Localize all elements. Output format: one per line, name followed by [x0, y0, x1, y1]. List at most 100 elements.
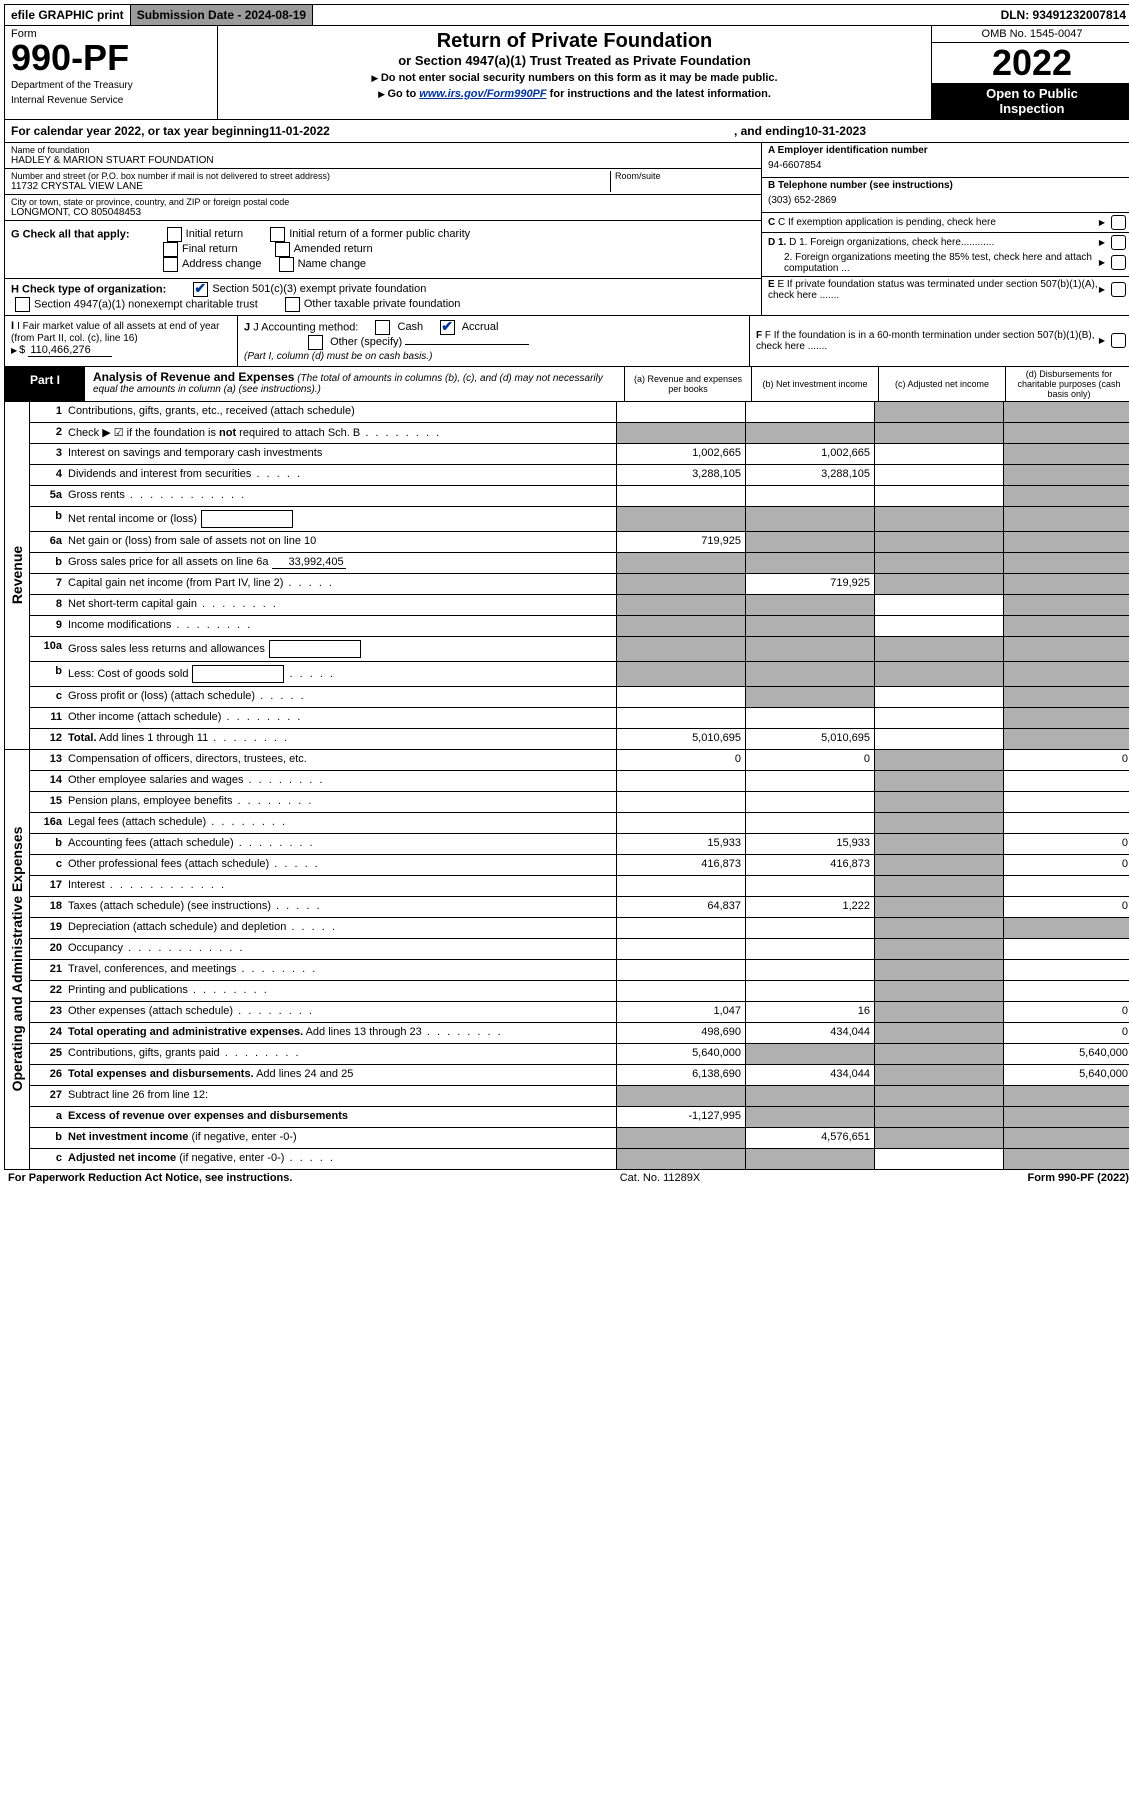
value-cell-d: 0: [1003, 834, 1129, 854]
checkbox-initial-former[interactable]: [270, 227, 285, 242]
line-description: Excess of revenue over expenses and disb…: [68, 1107, 616, 1127]
checkbox-c[interactable]: [1111, 215, 1126, 230]
value-cell-c: [874, 876, 1003, 896]
value-cell-c: [874, 939, 1003, 959]
table-row: cOther professional fees (attach schedul…: [30, 855, 1129, 876]
line-number: 27: [30, 1086, 68, 1106]
value-cell-a: [616, 771, 745, 791]
value-cell-b: [745, 1107, 874, 1127]
value-cell-b: [745, 939, 874, 959]
checkbox-final-return[interactable]: [163, 242, 178, 257]
line-number: c: [30, 855, 68, 875]
value-cell-d: [1003, 553, 1129, 573]
value-cell-a: [616, 918, 745, 938]
value-cell-c: [874, 1107, 1003, 1127]
value-cell-b: [745, 553, 874, 573]
value-cell-b: [745, 1086, 874, 1106]
value-cell-b: 1,222: [745, 897, 874, 917]
table-row: 9Income modifications: [30, 616, 1129, 637]
c-exemption-row: C C If exemption application is pending,…: [762, 213, 1129, 233]
line-number: 23: [30, 1002, 68, 1022]
checkbox-other-taxable[interactable]: [285, 297, 300, 312]
line-description: Net short-term capital gain: [68, 595, 616, 615]
checkbox-initial-return[interactable]: [167, 227, 182, 242]
value-cell-d: [1003, 813, 1129, 833]
line-number: 13: [30, 750, 68, 770]
value-cell-c: [874, 595, 1003, 615]
value-cell-b: [745, 981, 874, 1001]
checkbox-4947[interactable]: [15, 297, 30, 312]
value-cell-c: [874, 637, 1003, 661]
value-cell-a: [616, 792, 745, 812]
line-description: Contributions, gifts, grants paid: [68, 1044, 616, 1064]
value-cell-d: 0: [1003, 1023, 1129, 1043]
value-cell-a: [616, 507, 745, 531]
value-cell-c: [874, 1065, 1003, 1085]
table-row: 23Other expenses (attach schedule)1,0471…: [30, 1002, 1129, 1023]
line-number: b: [30, 507, 68, 531]
value-cell-c: [874, 960, 1003, 980]
value-cell-a: [616, 402, 745, 422]
value-cell-d: [1003, 465, 1129, 485]
phone-value: (303) 652-2869: [768, 191, 1126, 210]
checkbox-d1[interactable]: [1111, 235, 1126, 250]
checkbox-accrual[interactable]: [440, 320, 455, 335]
line-number: 2: [30, 423, 68, 443]
value-cell-c: [874, 553, 1003, 573]
value-cell-a: [616, 423, 745, 443]
value-cell-a: 5,010,695: [616, 729, 745, 749]
irs-link[interactable]: www.irs.gov/Form990PF: [419, 88, 546, 100]
value-cell-c: [874, 465, 1003, 485]
line-number: 17: [30, 876, 68, 896]
line-number: c: [30, 1149, 68, 1169]
table-row: 27Subtract line 26 from line 12:: [30, 1086, 1129, 1107]
value-cell-d: [1003, 595, 1129, 615]
line-description: Check ▶ ☑ if the foundation is not requi…: [68, 423, 616, 443]
line-number: 12: [30, 729, 68, 749]
table-row: 6aNet gain or (loss) from sale of assets…: [30, 532, 1129, 553]
value-cell-a: 498,690: [616, 1023, 745, 1043]
checkbox-name-change[interactable]: [279, 257, 294, 272]
value-cell-d: [1003, 423, 1129, 443]
line-description: Capital gain net income (from Part IV, l…: [68, 574, 616, 594]
table-row: 20Occupancy: [30, 939, 1129, 960]
value-cell-b: 4,576,651: [745, 1128, 874, 1148]
table-row: 7Capital gain net income (from Part IV, …: [30, 574, 1129, 595]
value-cell-c: [874, 1044, 1003, 1064]
checkbox-f[interactable]: [1111, 333, 1126, 348]
checkbox-501c3[interactable]: [193, 282, 208, 297]
checkbox-other-method[interactable]: [308, 335, 323, 350]
checkbox-address-change[interactable]: [163, 257, 178, 272]
value-cell-c: [874, 1149, 1003, 1169]
line-description: Dividends and interest from securities: [68, 465, 616, 485]
value-cell-c: [874, 616, 1003, 636]
value-cell-b: [745, 1044, 874, 1064]
value-cell-b: [745, 708, 874, 728]
checkbox-amended[interactable]: [275, 242, 290, 257]
value-cell-d: [1003, 960, 1129, 980]
entity-block: Name of foundation HADLEY & MARION STUAR…: [4, 143, 1129, 316]
value-cell-b: [745, 1149, 874, 1169]
value-cell-d: [1003, 662, 1129, 686]
value-cell-d: 0: [1003, 1002, 1129, 1022]
checkbox-e[interactable]: [1111, 282, 1126, 297]
checkbox-cash[interactable]: [375, 320, 390, 335]
value-cell-b: 5,010,695: [745, 729, 874, 749]
year-block: OMB No. 1545-0047 2022 Open to PublicIns…: [931, 26, 1129, 119]
value-cell-d: [1003, 1107, 1129, 1127]
line-description: Other income (attach schedule): [68, 708, 616, 728]
line-number: 8: [30, 595, 68, 615]
value-cell-b: [745, 771, 874, 791]
line-description: Other employee salaries and wages: [68, 771, 616, 791]
value-cell-d: 5,640,000: [1003, 1065, 1129, 1085]
line-description: Total. Add lines 1 through 11: [68, 729, 616, 749]
table-row: 24Total operating and administrative exp…: [30, 1023, 1129, 1044]
value-cell-d: 0: [1003, 750, 1129, 770]
room-label: Room/suite: [615, 171, 755, 181]
value-cell-d: [1003, 1128, 1129, 1148]
value-cell-a: 1,002,665: [616, 444, 745, 464]
omb-number: OMB No. 1545-0047: [932, 26, 1129, 43]
line-description: Less: Cost of goods sold: [68, 662, 616, 686]
checkbox-d2[interactable]: [1111, 255, 1126, 270]
value-cell-c: [874, 1128, 1003, 1148]
